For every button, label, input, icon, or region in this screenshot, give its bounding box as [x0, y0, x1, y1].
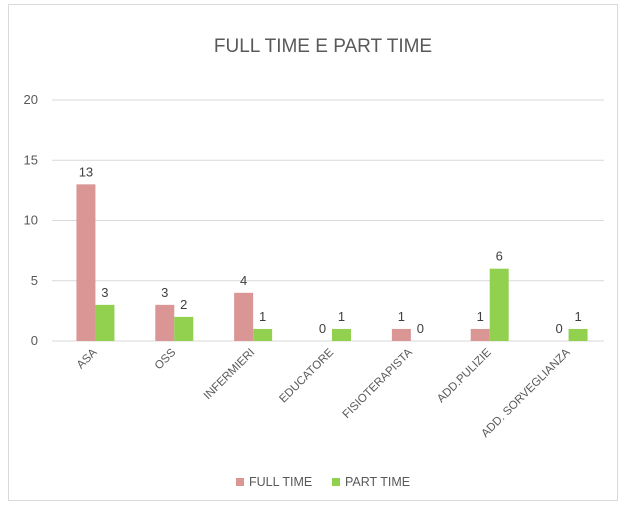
bar-part-time-educatore — [332, 328, 351, 341]
legend-label-part-time: PART TIME — [345, 475, 410, 489]
bar-full-time-oss — [155, 304, 175, 341]
legend-swatch-full-time — [236, 478, 244, 486]
bar-part-time-oss — [174, 316, 194, 341]
data-label: 1 — [574, 309, 581, 324]
data-label: 0 — [417, 321, 424, 336]
bar-part-time-add-sorveglianza — [568, 328, 588, 341]
data-label: 3 — [101, 285, 108, 300]
data-label: 0 — [555, 321, 562, 336]
data-label: 2 — [180, 297, 187, 312]
x-tick-label: FISIOTERAPISTA — [341, 346, 416, 421]
legend-swatch-part-time — [332, 478, 340, 486]
data-label: 0 — [319, 321, 326, 336]
data-label: 1 — [338, 309, 345, 324]
x-tick-label: ADD. SORVEGLIANZA — [479, 346, 573, 440]
data-label: 6 — [496, 249, 503, 264]
x-tick-label: OSS — [153, 346, 179, 372]
data-label: 13 — [79, 164, 93, 179]
bar-full-time-asa — [76, 184, 96, 341]
y-tick-label: 0 — [31, 333, 38, 348]
bar-part-time-infermieri — [253, 328, 273, 341]
y-tick-label: 5 — [31, 273, 38, 288]
y-tick-label: 20 — [24, 92, 38, 107]
data-label: 1 — [259, 309, 266, 324]
bar-part-time-asa — [95, 304, 115, 341]
x-tick-label: ASA — [75, 346, 100, 371]
x-tick-label: INFERMIERI — [202, 347, 257, 402]
bar-full-time-add-pulizie — [470, 328, 490, 341]
data-label: 1 — [477, 309, 484, 324]
y-tick-label: 10 — [24, 213, 38, 228]
bar-full-time-infermieri — [234, 292, 254, 341]
chart-title: FULL TIME E PART TIME — [214, 36, 432, 57]
data-label: 1 — [398, 309, 405, 324]
data-label: 4 — [240, 273, 247, 288]
chart-frame — [8, 4, 618, 501]
y-tick-label: 15 — [24, 152, 38, 167]
data-label: 3 — [161, 285, 168, 300]
legend-label-full-time: FULL TIME — [249, 475, 312, 489]
legend: FULL TIME PART TIME — [236, 475, 410, 489]
bar-full-time-fisioterapista — [391, 328, 411, 341]
bar-part-time-add-pulizie — [489, 268, 509, 341]
x-tick-label: EDUCATORE — [277, 346, 336, 405]
x-tick-label: ADD.PULIZIE — [435, 346, 494, 405]
